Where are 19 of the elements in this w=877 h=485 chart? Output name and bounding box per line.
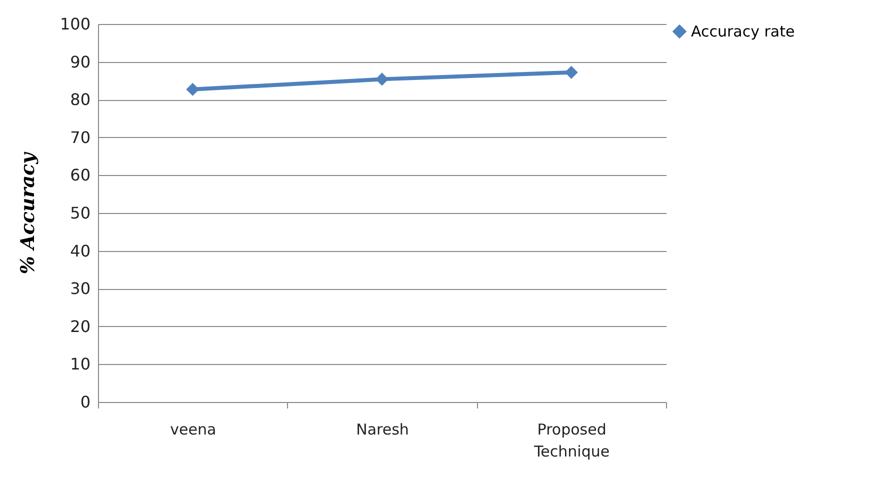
y-tick-label: 90 [70, 52, 90, 72]
y-tick-label: 70 [70, 128, 90, 147]
y-tick-label: 10 [70, 354, 90, 374]
y-tick-label: 80 [70, 90, 90, 110]
y-tick-label: 20 [70, 316, 90, 336]
y-tick-label: 40 [70, 241, 90, 260]
y-tick-label: 50 [70, 204, 90, 222]
y-tick-label: 30 [70, 279, 90, 298]
x-tick-label: Proposed Technique [533, 420, 610, 460]
x-tick-label: veena [170, 420, 216, 438]
point [186, 82, 200, 96]
y-tick-label: 60 [70, 166, 90, 185]
point [564, 66, 578, 79]
y-tick-label: 0 [80, 392, 90, 412]
legend-label: Accuracy rate [691, 22, 795, 40]
x-tick-label: Naresh [356, 420, 409, 438]
point [375, 72, 389, 86]
y-axis-title: % Accuracy [16, 150, 39, 274]
y-tick-label: 100 [60, 14, 90, 34]
